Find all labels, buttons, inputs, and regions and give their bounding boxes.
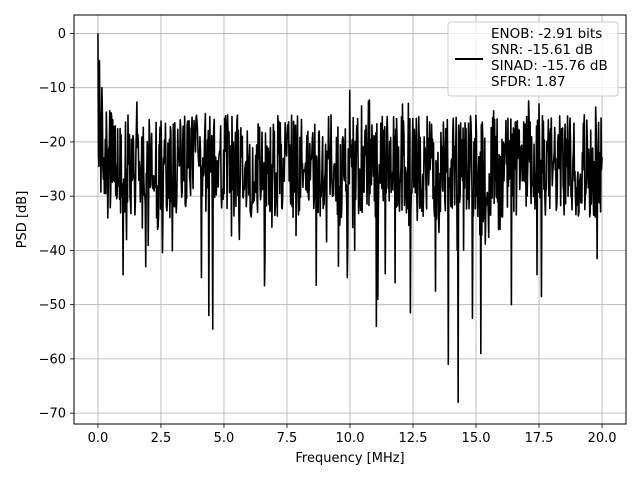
y-tick-label: −10 <box>39 81 66 96</box>
legend-entry-sfdr: SFDR: 1.87 <box>491 74 566 90</box>
y-tick-label: −30 <box>39 190 66 205</box>
legend: ENOB: -2.91 bits SNR: -15.61 dB SINAD: -… <box>447 21 619 97</box>
x-tick-label: 12.5 <box>399 431 428 446</box>
y-axis-ticks: 0 −10 −20 −30 −40 −50 −60 −70 <box>39 27 74 422</box>
x-tick-label: 7.5 <box>277 431 298 446</box>
x-axis-ticks: 0.0 2.5 5.0 7.5 10.0 12.5 15.0 17.5 20.0 <box>88 424 617 446</box>
x-tick-label: 15.0 <box>462 431 491 446</box>
legend-entry-snr: SNR: -15.61 dB <box>491 42 593 58</box>
y-tick-label: −50 <box>39 298 66 313</box>
y-tick-label: −20 <box>39 135 66 150</box>
x-tick-label: 17.5 <box>525 431 554 446</box>
psd-series-line <box>97 33 603 404</box>
y-tick-label: −70 <box>39 407 66 422</box>
x-tick-label: 5.0 <box>214 431 235 446</box>
x-tick-label: 10.0 <box>336 431 365 446</box>
x-tick-label: 2.5 <box>151 431 172 446</box>
y-tick-label: −40 <box>39 244 66 259</box>
x-axis-title: Frequency [MHz] <box>295 451 404 466</box>
plot-series-group <box>97 33 603 404</box>
legend-entry-sinad: SINAD: -15.76 dB <box>491 58 608 74</box>
y-tick-label: −60 <box>39 352 66 367</box>
x-tick-label: 0.0 <box>88 431 109 446</box>
y-tick-label: 0 <box>58 27 66 42</box>
y-axis-title: PSD [dB] <box>15 191 30 249</box>
legend-entry-enob: ENOB: -2.91 bits <box>491 26 602 42</box>
x-tick-label: 20.0 <box>588 431 617 446</box>
legend-box <box>447 21 619 97</box>
